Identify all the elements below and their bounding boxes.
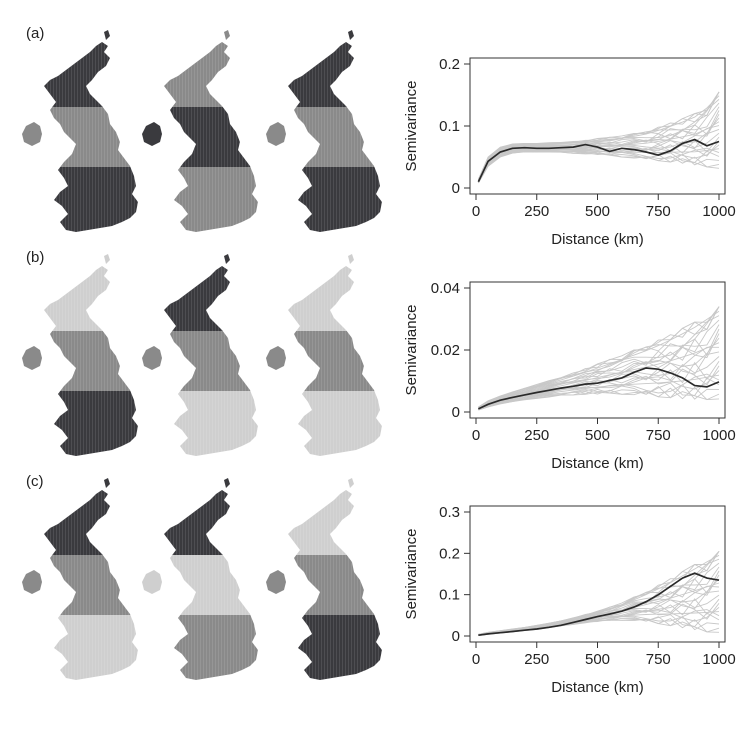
y-tick-label-2-1: 0.1	[439, 587, 460, 604]
semivariogram-chart-c: 0 250 500 750 1000 0 0.1 0.2 0.3 Distance (km) Sem…	[403, 504, 736, 696]
y-axis-title-1: Semivariance	[403, 305, 420, 396]
x-axis-title-1: Distance (km)	[551, 455, 644, 472]
sim-line-0-6	[478, 144, 720, 183]
uk-map-2-0	[22, 478, 138, 680]
uk-map-1-1	[142, 254, 258, 456]
x-tick-label-1-1: 250	[524, 427, 549, 444]
uk-maps	[22, 30, 382, 680]
uk-map-1-0	[22, 254, 138, 456]
x-tick-label-0-4: 1000	[702, 203, 735, 220]
x-axis-title-2: Distance (km)	[551, 679, 644, 696]
sim-line-1-1	[478, 386, 720, 411]
sim-line-0-15	[477, 110, 720, 181]
x-tick-label-1-4: 1000	[702, 427, 735, 444]
uk-map-0-2	[266, 30, 382, 232]
observed-line-0	[477, 138, 720, 183]
panel-label-c: (c)	[26, 473, 44, 490]
semivariogram-chart-a: 0 250 500 750 1000 0 0.1 0.2 Distance (km) Semiva…	[403, 56, 736, 248]
x-tick-label-0-2: 500	[585, 203, 610, 220]
x-tick-label-2-0: 0	[472, 651, 480, 668]
sim-line-2-15	[478, 570, 720, 636]
y-tick-label-2-3: 0.3	[439, 504, 460, 521]
y-tick-label-1-0: 0	[452, 404, 460, 421]
y-tick-label-2-0: 0	[452, 628, 460, 645]
sim-line-1-23	[478, 306, 720, 408]
sim-line-1-6	[478, 370, 720, 410]
uk-map-0-1	[142, 30, 258, 232]
uk-map-1-2	[266, 254, 382, 456]
sim-line-1-3	[478, 377, 720, 411]
x-tick-label-2-3: 750	[646, 651, 671, 668]
sim-line-2-1	[478, 618, 720, 636]
sim-line-2-14	[478, 574, 720, 636]
panel-label-a: (a)	[26, 25, 44, 42]
y-axis-title-2: Semivariance	[403, 529, 420, 620]
semivariogram-chart-b: 0 250 500 750 1000 0 0.02 0.04 Distance (km) Semi…	[403, 280, 736, 472]
sim-line-2-23	[478, 550, 720, 635]
uk-map-2-2	[266, 478, 382, 680]
observed-line-1	[478, 367, 720, 410]
y-tick-label-0-0: 0	[452, 180, 460, 197]
sim-line-2-17	[478, 562, 720, 636]
x-tick-label-2-1: 250	[524, 651, 549, 668]
y-tick-label-0-1: 0.1	[439, 118, 460, 135]
sim-line-0-20	[477, 91, 720, 180]
sim-line-0-1	[478, 151, 720, 184]
x-tick-label-0-0: 0	[472, 203, 480, 220]
x-tick-label-1-3: 750	[646, 427, 671, 444]
y-tick-label-2-2: 0.2	[439, 545, 460, 562]
x-tick-label-1-0: 0	[472, 427, 480, 444]
sim-line-0-8	[478, 136, 720, 182]
sim-line-1-13	[478, 337, 720, 409]
x-axis-title-0: Distance (km)	[551, 231, 644, 248]
x-tick-label-2-2: 500	[585, 651, 610, 668]
uk-map-0-0	[22, 30, 138, 232]
sim-line-2-19	[478, 554, 720, 636]
sim-line-0-23	[477, 91, 720, 180]
sim-line-0-22	[477, 91, 720, 180]
x-tick-label-1-2: 500	[585, 427, 610, 444]
uk-map-2-1	[142, 478, 258, 680]
sim-line-0-0	[478, 151, 720, 184]
plot-frame-0	[469, 57, 726, 195]
y-axis-title-0: Semivariance	[403, 81, 420, 172]
x-tick-label-2-4: 1000	[702, 651, 735, 668]
sim-line-0-3	[478, 150, 720, 183]
x-tick-label-0-3: 750	[646, 203, 671, 220]
sim-line-0-21	[477, 91, 720, 180]
sim-line-1-20	[478, 306, 720, 408]
sim-line-1-15	[478, 328, 720, 409]
y-tick-label-0-2: 0.2	[439, 56, 460, 73]
panel-label-b: (b)	[26, 249, 44, 266]
x-tick-label-0-1: 250	[524, 203, 549, 220]
sim-line-1-8	[478, 360, 720, 410]
observed-line-2	[478, 572, 720, 637]
y-tick-label-1-1: 0.02	[431, 342, 460, 359]
y-tick-label-1-2: 0.04	[431, 280, 460, 297]
